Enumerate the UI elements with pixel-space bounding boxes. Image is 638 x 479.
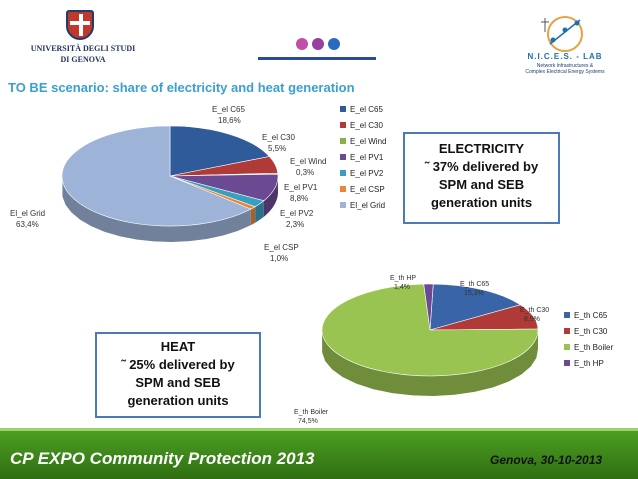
pie-label: E_el CSP xyxy=(264,243,299,252)
pie-label: E_el PV1 xyxy=(284,183,318,192)
pie-value-label: 18,6% xyxy=(218,116,241,125)
electricity-callout-line4: generation units xyxy=(430,195,533,210)
legend-swatch xyxy=(340,122,346,128)
pie-value-label: 1,4% xyxy=(394,284,410,291)
pie-value-label: 5,5% xyxy=(268,144,286,153)
pie-value-label: 15,3% xyxy=(464,290,484,297)
heat-callout-line2: ˜ 25% delivered by xyxy=(121,357,235,372)
pie-value-label: 8,9% xyxy=(524,316,540,323)
electricity-pie-chart: E_el C65 18,6% E_el C30 5,5% E_el Wind 0,3% E_… xyxy=(10,105,386,263)
footer-event-title: CP EXPO Community Protection 2013 xyxy=(10,449,315,468)
heat-callout-line4: generation units xyxy=(127,393,229,408)
electricity-callout-line3: SPM and SEB xyxy=(438,177,525,192)
legend-swatch xyxy=(564,360,570,366)
legend-item: E_el CSP xyxy=(350,185,385,194)
university-name-line1: UNIVERSITÀ DEGLI STUDI xyxy=(30,44,136,53)
legend-item: El_el Grid xyxy=(350,201,385,210)
legend-swatch xyxy=(564,328,570,334)
legend-swatch xyxy=(564,344,570,350)
pie-label: E_el Wind xyxy=(290,157,326,166)
legend-item: E_el C30 xyxy=(350,121,383,130)
legend-swatch xyxy=(340,138,346,144)
pie-slice-e-el-c65 xyxy=(169,125,271,177)
legend-item: E_th HP xyxy=(574,359,604,368)
lab-title: N.I.C.E.S. - LAB xyxy=(527,52,603,61)
pie-slice-e-th-boiler xyxy=(321,283,539,377)
legend-swatch xyxy=(340,202,346,208)
pie-label: El_el Grid xyxy=(10,209,45,218)
pie-value-label: 0,3% xyxy=(296,168,314,177)
pie-label: E_th C65 xyxy=(460,281,489,288)
decorative-dots xyxy=(296,38,344,52)
heat-callout: HEAT ˜ 25% delivered by SPM and SEB gene… xyxy=(95,332,261,418)
legend-item: E_el C65 xyxy=(350,105,383,114)
legend-item: E_th C30 xyxy=(574,327,608,336)
pie-value-label: 2,3% xyxy=(286,220,304,229)
footer-date: Genova, 30-10-2013 xyxy=(490,453,603,467)
pie-value-label: 8,8% xyxy=(290,194,308,203)
legend-swatch xyxy=(564,312,570,318)
footer-bar xyxy=(0,428,638,479)
pie-slice-e-th-c65 xyxy=(429,283,522,331)
slide-heading: TO BE scenario: share of electricity and… xyxy=(8,80,355,95)
heat-pie-chart: E_th C65 15,3% E_th C30 8,9% E_th Boiler 74,5… xyxy=(294,275,613,425)
pie-label: E_th C30 xyxy=(520,307,549,314)
legend-item: E_th Boiler xyxy=(574,343,613,352)
pie-value-label: 1,0% xyxy=(270,254,288,263)
university-logo: UNIVERSITÀ DEGLI STUDI DI GENOVA xyxy=(28,8,138,70)
legend-swatch xyxy=(340,154,346,160)
dot-icon xyxy=(328,38,340,50)
pie-label: E_el C30 xyxy=(262,133,295,142)
pie-slice-el-el-grid xyxy=(61,125,252,227)
pie-label: E_el C65 xyxy=(212,105,245,114)
lab-logo: N.I.C.E.S. - LAB Network Infrastructures… xyxy=(505,10,625,82)
pie-label: E_th Boiler xyxy=(294,409,329,416)
dot-icon xyxy=(312,38,324,50)
lab-network-icon xyxy=(541,16,583,52)
university-crest-icon xyxy=(66,10,94,40)
pie-value-label: 74,5% xyxy=(298,418,318,425)
lab-subtitle-1: Network Infrastructures & xyxy=(536,63,594,69)
legend-swatch xyxy=(340,170,346,176)
electricity-callout: ELECTRICITY ˜ 37% delivered by SPM and S… xyxy=(403,132,560,224)
legend-item: E_el PV2 xyxy=(350,169,384,178)
pie-label: E_el PV2 xyxy=(280,209,314,218)
title-divider xyxy=(258,57,376,60)
pie-value-label: 63,4% xyxy=(16,220,39,229)
heat-callout-line3: SPM and SEB xyxy=(135,375,221,390)
dot-icon xyxy=(296,38,308,50)
lab-subtitle-2: Complex Electrical Energy Systems xyxy=(525,69,605,75)
electricity-callout-line2: ˜ 37% delivered by xyxy=(424,159,539,174)
legend-item: E_th C65 xyxy=(574,311,608,320)
legend-item: E_el Wind xyxy=(350,137,386,146)
heat-callout-line1: HEAT xyxy=(160,339,196,354)
university-name-line2: DI GENOVA xyxy=(60,55,106,64)
legend-swatch xyxy=(340,186,346,192)
legend-swatch xyxy=(340,106,346,112)
pie-slice-e-th-hp xyxy=(423,283,434,331)
legend-item: E_el PV1 xyxy=(350,153,384,162)
electricity-callout-line1: ELECTRICITY xyxy=(438,141,525,156)
pie-label: E_th HP xyxy=(390,275,416,282)
